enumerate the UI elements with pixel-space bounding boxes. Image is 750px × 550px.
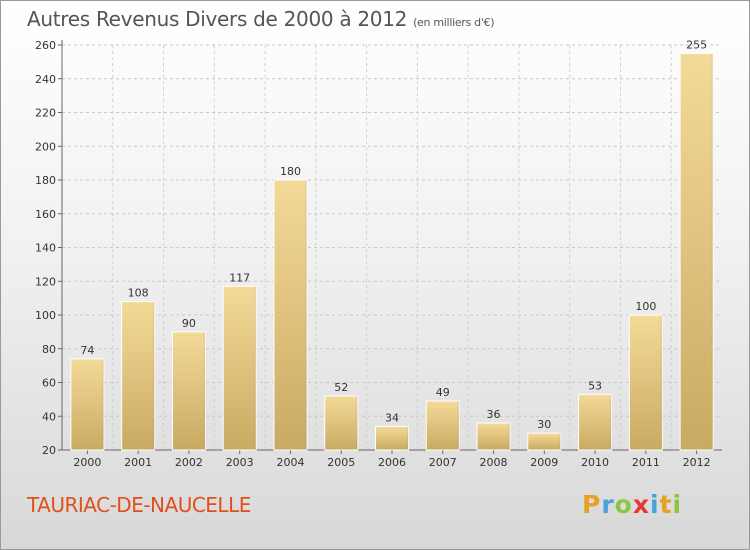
bar: [222, 285, 257, 451]
data-label: 52: [334, 381, 348, 394]
logo-letter: o: [614, 490, 633, 519]
y-tick-label: 100: [35, 309, 56, 322]
y-tick-label: 220: [35, 107, 56, 120]
bar-shade: [455, 401, 460, 450]
logo-letter: t: [659, 490, 673, 519]
logo-letter: r: [601, 490, 615, 519]
x-tick-label: 2003: [226, 456, 254, 469]
bar-shade: [607, 394, 612, 450]
bar-shade: [506, 423, 511, 450]
commune-name: TAURIAC-DE-NAUCELLE: [27, 493, 251, 517]
data-label: 117: [229, 271, 250, 284]
data-label: 180: [280, 165, 301, 178]
y-tick-label: 40: [42, 410, 56, 423]
bar: [527, 432, 562, 451]
bar-shade: [302, 180, 307, 450]
y-tick-label: 80: [42, 343, 56, 356]
x-tick-label: 2011: [632, 456, 660, 469]
logo-letter: i: [672, 490, 683, 519]
bar-shade: [556, 433, 561, 450]
y-tick-label: 200: [35, 140, 56, 153]
bar: [679, 52, 714, 451]
x-tick-label: 2008: [480, 456, 508, 469]
y-tick-label: 120: [35, 275, 56, 288]
data-label: 53: [588, 379, 602, 392]
bar: [121, 301, 156, 451]
bar-shade: [658, 315, 663, 450]
data-label: 108: [128, 287, 149, 300]
bar-shade: [252, 286, 257, 450]
chart-title-text: Autres Revenus Divers de 2000 à 2012: [27, 7, 408, 31]
data-label: 36: [487, 408, 501, 421]
x-tick-label: 2000: [73, 456, 101, 469]
bar: [324, 395, 359, 451]
x-tick-label: 2001: [124, 456, 152, 469]
proxiti-logo: Proxiti: [582, 490, 682, 519]
chart-subtitle: (en milliers d'€): [413, 16, 495, 29]
x-tick-label: 2006: [378, 456, 406, 469]
y-tick-label: 20: [42, 444, 56, 457]
grid-lines: [62, 44, 722, 450]
data-label: 74: [80, 344, 94, 357]
logo-letter: i: [650, 490, 660, 519]
bar: [476, 422, 511, 451]
x-tick-label: 2009: [530, 456, 558, 469]
y-tick-label: 60: [42, 377, 56, 390]
labels: 74 108 90 117 180 52 34 49 36 30 53 100 255: [80, 38, 707, 431]
x-tick-label: 2012: [683, 456, 711, 469]
bar: [578, 393, 613, 451]
data-label: 30: [537, 418, 551, 431]
y-tick-label: 180: [35, 174, 56, 187]
bar: [425, 400, 460, 451]
logo-letter: P: [582, 490, 602, 519]
bar: [628, 314, 663, 451]
y-tick-label: 140: [35, 242, 56, 255]
y-tick-label: 160: [35, 208, 56, 221]
y-tick-label: 240: [35, 73, 56, 86]
x-tick-label: 2004: [276, 456, 304, 469]
bar: [171, 331, 206, 451]
data-label: 255: [686, 38, 707, 51]
bar-shade: [201, 331, 206, 450]
logo-letter: x: [632, 490, 650, 519]
x-tick-label: 2005: [327, 456, 355, 469]
bar: [375, 425, 409, 451]
bars: [70, 52, 714, 451]
bar-shade: [99, 358, 104, 450]
y-tick-label: 260: [35, 39, 56, 52]
data-label: 49: [436, 386, 450, 399]
data-label: 100: [635, 300, 656, 313]
data-label: 34: [385, 411, 399, 424]
data-label: 90: [182, 317, 196, 330]
bar-shade: [150, 301, 155, 450]
bar: [273, 179, 308, 451]
chart-title: Autres Revenus Divers de 2000 à 2012 (en …: [27, 7, 495, 31]
x-tick-label: 2007: [429, 456, 457, 469]
bar: [70, 358, 105, 451]
bar-shade: [709, 53, 714, 450]
bar-shade: [404, 426, 409, 450]
x-tick-label: 2002: [175, 456, 203, 469]
x-tick-label: 2010: [581, 456, 609, 469]
bar-shade: [353, 396, 358, 450]
